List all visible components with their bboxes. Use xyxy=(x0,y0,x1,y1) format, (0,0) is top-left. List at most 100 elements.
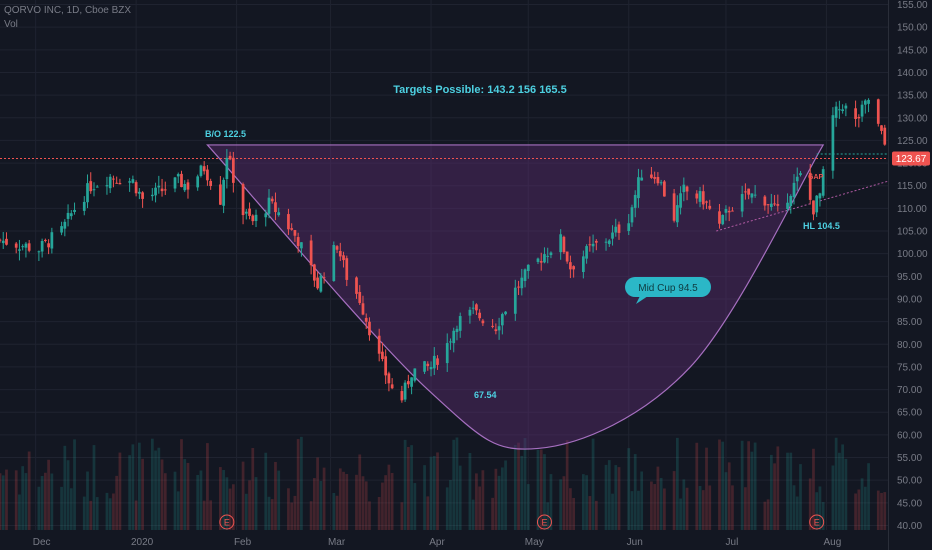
y-tick-label: 115.00 xyxy=(897,181,927,192)
y-tick-label: 145.00 xyxy=(897,45,928,56)
candle-body xyxy=(750,193,754,198)
volume-bar xyxy=(406,446,410,530)
candle-body xyxy=(47,243,50,248)
volume-bar xyxy=(627,448,631,530)
candle-body xyxy=(637,177,640,199)
candle-body xyxy=(387,373,391,384)
candle-body xyxy=(536,258,540,262)
candle-body xyxy=(867,99,870,104)
volume-bar xyxy=(137,442,141,530)
volume-bar xyxy=(838,452,841,530)
volume-bar xyxy=(523,438,527,530)
candle-body xyxy=(591,243,595,247)
volume-bar xyxy=(248,480,251,530)
volume-bar xyxy=(5,469,8,530)
candle-body xyxy=(319,275,323,292)
candle-body xyxy=(727,210,731,213)
volume-bar xyxy=(18,494,21,530)
volume-bar xyxy=(27,451,31,530)
volume-bar xyxy=(335,495,339,530)
candle-body xyxy=(543,254,546,263)
volume-bar xyxy=(637,490,640,530)
volume-bar xyxy=(478,486,482,530)
candle-body xyxy=(504,311,507,315)
candle-body xyxy=(653,177,657,179)
candle-body xyxy=(335,246,339,250)
volume-bar xyxy=(186,462,190,530)
volume-bar xyxy=(313,478,316,530)
candle-body xyxy=(73,209,76,212)
candle-body xyxy=(449,341,452,343)
candle-body xyxy=(526,264,530,271)
x-tick-label: Apr xyxy=(429,537,445,548)
volume-bar xyxy=(134,500,138,530)
y-tick-label: 50.00 xyxy=(897,476,922,487)
volume-bar xyxy=(377,496,381,530)
volume-bar xyxy=(815,492,819,530)
volume-bar xyxy=(731,485,734,530)
volume-bar xyxy=(808,478,812,530)
candle-body xyxy=(724,209,728,213)
candle-body xyxy=(468,309,472,316)
volume-bar xyxy=(199,470,203,530)
candle-body xyxy=(880,125,883,131)
volume-bars xyxy=(0,436,887,530)
y-tick-label: 125.00 xyxy=(897,136,928,147)
candle-body xyxy=(611,232,614,239)
candle-body xyxy=(640,177,644,181)
volume-bar xyxy=(254,477,258,530)
volume-bar xyxy=(565,440,569,530)
volume-bar xyxy=(338,468,342,530)
candle-body xyxy=(27,243,31,251)
mid-cup-bubble xyxy=(625,277,711,297)
volume-bar xyxy=(180,439,183,530)
volume-bar xyxy=(108,498,112,530)
price-axis-panel[interactable] xyxy=(888,0,932,550)
volume-bar xyxy=(880,492,883,530)
volume-bar xyxy=(206,443,209,530)
candle-body xyxy=(377,335,381,354)
volume-bar xyxy=(818,486,822,530)
volume-bar xyxy=(50,473,54,530)
candle-body xyxy=(296,237,300,247)
candle-body xyxy=(808,172,812,200)
candle-body xyxy=(860,104,864,117)
candle-body xyxy=(445,343,449,364)
volume-bar xyxy=(867,463,870,530)
candle-body xyxy=(812,200,815,215)
volume-bar xyxy=(588,496,592,530)
candle-body xyxy=(659,182,663,184)
candle-body xyxy=(241,184,245,216)
symbol-title: QORVO INC, 1D, Cboe BZX xyxy=(4,5,132,16)
volume-bar xyxy=(640,471,644,530)
volume-bar xyxy=(585,475,588,530)
candle-body xyxy=(517,286,520,288)
y-tick-label: 80.00 xyxy=(897,340,922,351)
volume-bar xyxy=(452,439,456,530)
candle-body xyxy=(546,255,550,257)
volume-bar xyxy=(173,471,177,530)
volume-bar xyxy=(150,438,154,530)
volume-bar xyxy=(766,499,770,530)
volume-bar xyxy=(429,456,433,530)
candle-body xyxy=(66,212,70,219)
volume-bar xyxy=(517,442,520,530)
volume-bar xyxy=(481,470,485,530)
candle-body xyxy=(844,105,848,109)
candle-body xyxy=(562,236,566,253)
volume-bar xyxy=(860,478,864,530)
volume-bar xyxy=(436,452,439,530)
candle-body xyxy=(400,391,404,401)
volume-bar xyxy=(0,473,2,530)
candle-body xyxy=(744,191,747,193)
volume-bar xyxy=(750,451,754,530)
volume-bar xyxy=(491,497,494,530)
candle-body xyxy=(559,234,563,253)
candle-body xyxy=(14,243,18,248)
volume-bar xyxy=(92,445,96,530)
y-tick-label: 85.00 xyxy=(897,317,922,328)
candle-body xyxy=(685,186,689,192)
volume-bar xyxy=(141,458,144,530)
volume-bar xyxy=(792,485,796,530)
